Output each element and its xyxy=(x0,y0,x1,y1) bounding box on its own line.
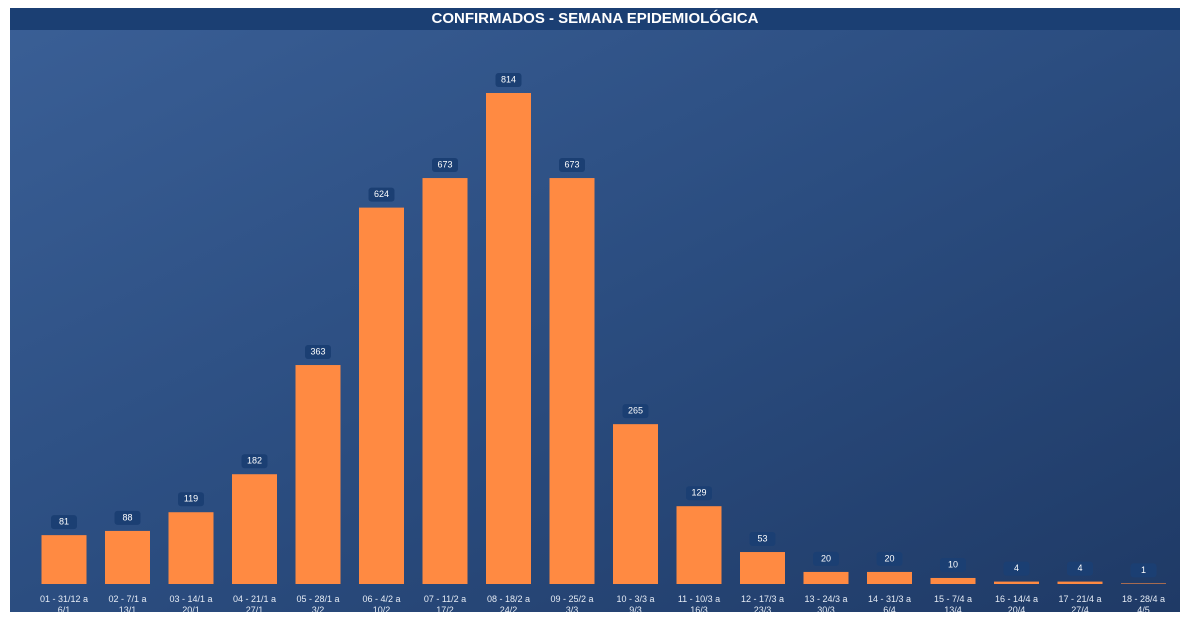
bar xyxy=(486,93,531,584)
bar xyxy=(359,208,404,584)
chart-title: CONFIRMADOS - SEMANA EPIDEMIOLÓGICA xyxy=(432,9,759,27)
bar xyxy=(994,582,1039,584)
page: CONFIRMADOS - SEMANA EPIDEMIOLÓGICA 8101… xyxy=(0,0,1180,612)
bar xyxy=(169,512,214,584)
value-label: 673 xyxy=(437,159,452,169)
bar xyxy=(423,178,468,584)
value-label: 119 xyxy=(184,494,198,504)
value-label: 814 xyxy=(501,74,516,84)
bar xyxy=(931,578,976,584)
bar xyxy=(42,535,87,584)
bar xyxy=(804,572,849,584)
bar xyxy=(550,178,595,584)
value-label: 88 xyxy=(122,512,132,522)
bar xyxy=(105,531,150,584)
bar xyxy=(232,474,277,584)
value-label: 673 xyxy=(564,159,579,169)
value-label: 53 xyxy=(757,533,767,543)
bar xyxy=(677,506,722,584)
value-label: 1 xyxy=(1141,565,1146,575)
value-label: 20 xyxy=(884,553,894,563)
value-label: 363 xyxy=(310,346,325,356)
value-label: 4 xyxy=(1014,563,1019,573)
value-label: 81 xyxy=(59,517,69,527)
value-label: 20 xyxy=(821,553,831,563)
bar xyxy=(740,552,785,584)
value-label: 10 xyxy=(948,559,958,569)
chart: CONFIRMADOS - SEMANA EPIDEMIOLÓGICA 8101… xyxy=(0,0,1180,612)
value-label: 265 xyxy=(628,406,643,416)
bar xyxy=(1058,582,1103,584)
value-label: 182 xyxy=(247,456,262,466)
value-label: 4 xyxy=(1077,563,1082,573)
bar xyxy=(296,365,341,584)
value-label: 129 xyxy=(691,488,706,498)
bar xyxy=(1121,583,1166,584)
bar xyxy=(613,424,658,584)
value-label: 624 xyxy=(374,189,389,199)
bar xyxy=(867,572,912,584)
